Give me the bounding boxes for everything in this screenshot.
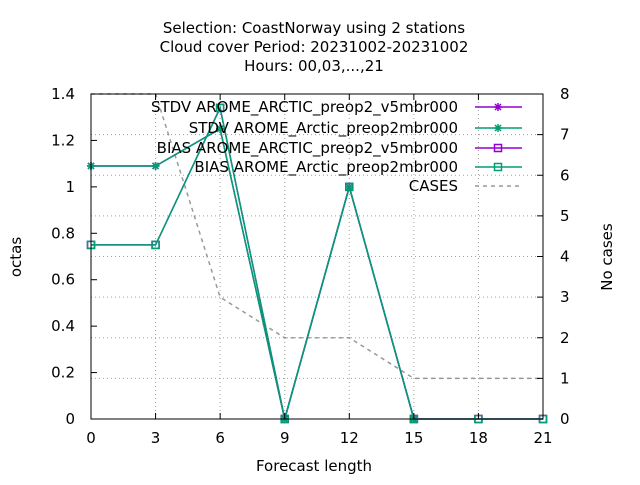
y2-tick-label: 1: [560, 369, 570, 387]
data-point-marker: [151, 240, 160, 250]
y-tick-label: 0.8: [51, 224, 75, 242]
x-axis-label: Forecast length: [256, 457, 372, 475]
y-tick-label: 1.2: [51, 131, 75, 149]
x-tick-label: 18: [469, 429, 488, 447]
y-tick-label: 0.4: [51, 317, 75, 335]
x-tick-label: 3: [151, 429, 161, 447]
data-point-marker: [215, 103, 225, 113]
y2-tick-label: 5: [560, 207, 570, 225]
chart-title-line: Cloud cover Period: 20231002-20231002: [160, 38, 469, 56]
y-tick-label: 0: [65, 410, 75, 428]
y2-tick-label: 6: [560, 166, 570, 184]
y-tick-label: 1.4: [51, 85, 75, 103]
x-tick-label: 9: [280, 429, 290, 447]
series-line: [91, 93, 543, 380]
data-point-marker: [345, 182, 354, 192]
data-point-marker: [494, 103, 502, 111]
y-tick-label: 1: [65, 178, 75, 196]
data-point-marker: [493, 162, 503, 172]
y-tick-label: 0.6: [51, 271, 75, 289]
data-point-marker: [493, 143, 503, 153]
y2-tick-label: 3: [560, 288, 570, 306]
chart-title-line: Selection: CoastNorway using 2 stations: [163, 19, 465, 37]
x-tick-label: 6: [215, 429, 225, 447]
y-axis-label: octas: [7, 237, 25, 277]
y2-tick-label: 4: [560, 248, 570, 266]
legend-label: STDV AROME_ARCTIC_preop2_v5mbr000: [151, 98, 458, 117]
y2-tick-label: 0: [560, 410, 570, 428]
data-point-marker: [494, 124, 502, 132]
y2-axis-label: No cases: [598, 223, 616, 291]
y2-tick-label: 2: [560, 329, 570, 347]
legend-label: CASES: [409, 177, 458, 195]
legend-label: BIAS AROME_Arctic_preop2mbr000: [194, 158, 458, 177]
data-point-marker: [216, 124, 225, 133]
y2-tick-label: 8: [560, 85, 570, 103]
y-tick-label: 0.2: [51, 364, 75, 382]
x-tick-label: 15: [404, 429, 423, 447]
x-tick-label: 0: [86, 429, 96, 447]
chart-title-line: Hours: 00,03,...,21: [244, 57, 384, 75]
legend-label: BIAS AROME_ARCTIC_preop2_v5mbr000: [157, 139, 458, 158]
x-tick-label: 12: [340, 429, 359, 447]
y2-tick-label: 7: [560, 126, 570, 144]
data-point-marker: [151, 161, 160, 170]
legend-label: STDV AROME_Arctic_preop2mbr000: [189, 119, 458, 138]
x-tick-label: 21: [533, 429, 552, 447]
